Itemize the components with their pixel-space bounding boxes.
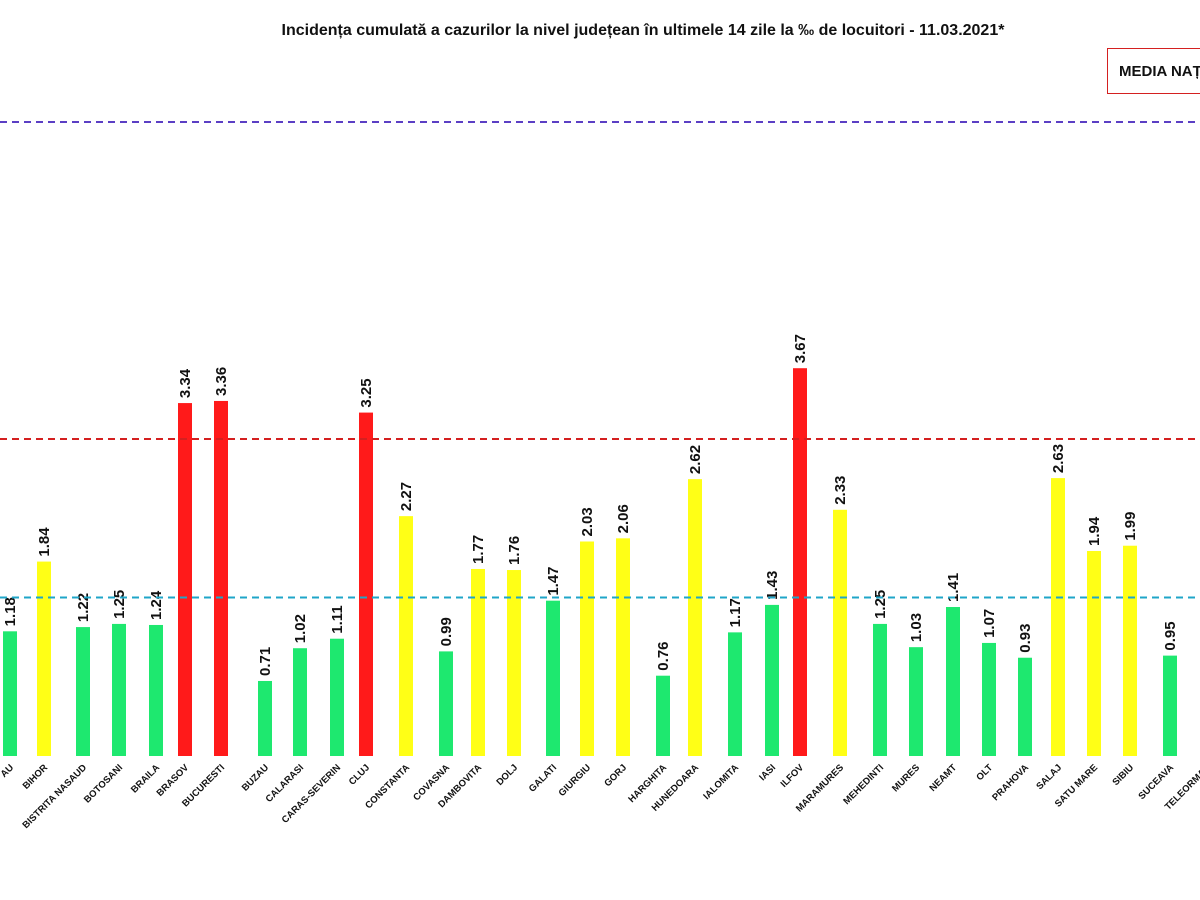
- value-label-8: 1.02: [292, 614, 309, 643]
- category-label-1: BIHOR: [21, 762, 51, 792]
- value-label-21: 1.43: [764, 571, 781, 600]
- bar-29: [1051, 478, 1065, 756]
- bar-30: [1087, 551, 1101, 756]
- value-label-20: 1.17: [727, 598, 744, 627]
- bar-6: [214, 400, 228, 756]
- bar-5: [178, 403, 192, 756]
- value-label-24: 1.25: [872, 590, 889, 619]
- value-label-6: 3.36: [213, 367, 230, 396]
- bar-16: [580, 541, 594, 756]
- category-label-24: MEHEDINTI: [841, 762, 886, 807]
- category-label-5: BRASOV: [155, 762, 192, 799]
- bar-8: [293, 648, 307, 756]
- category-label-21: IASI: [757, 762, 778, 783]
- value-label-31: 1.99: [1122, 512, 1139, 541]
- value-label-16: 2.03: [579, 507, 596, 536]
- value-label-2: 1.22: [75, 593, 92, 622]
- value-label-22: 3.67: [792, 334, 809, 363]
- bar-1: [37, 561, 51, 756]
- bar-3: [112, 623, 126, 756]
- value-label-26: 1.41: [945, 573, 962, 602]
- bar-23: [833, 509, 847, 756]
- value-label-3: 1.25: [111, 590, 128, 619]
- bar-15: [546, 600, 560, 756]
- bar-10: [359, 412, 373, 756]
- category-label-31: SIBIU: [1110, 762, 1136, 788]
- bar-25: [909, 647, 923, 756]
- value-label-14: 1.76: [506, 536, 523, 565]
- value-label-23: 2.33: [832, 476, 849, 505]
- value-label-28: 0.93: [1017, 624, 1034, 653]
- category-label-32: SUCEAVA: [1136, 762, 1176, 802]
- bar-26: [946, 607, 960, 756]
- bar-24: [873, 623, 887, 756]
- bar-11: [399, 516, 413, 756]
- value-label-9: 1.11: [329, 605, 346, 633]
- bar-22: [793, 368, 807, 756]
- bar-12: [439, 651, 453, 756]
- category-label-28: PRAHOVA: [990, 762, 1031, 803]
- value-label-30: 1.94: [1086, 516, 1103, 546]
- bar-27: [982, 642, 996, 756]
- value-label-19: 2.62: [687, 445, 704, 474]
- value-label-17: 2.06: [615, 504, 632, 533]
- bar-4: [149, 624, 163, 756]
- bar-9: [330, 638, 344, 756]
- category-label-10: CLUJ: [347, 762, 372, 787]
- category-label-26: NEAMT: [927, 762, 959, 794]
- category-label-3: BOTOSANI: [82, 762, 125, 805]
- bar-21: [765, 604, 779, 756]
- value-label-32: 0.95: [1162, 621, 1179, 650]
- category-label-29: SALAJ: [1034, 762, 1064, 792]
- value-label-12: 0.99: [438, 617, 455, 646]
- category-label-27: OLT: [974, 762, 995, 783]
- category-label-14: DOLJ: [494, 762, 520, 788]
- value-label-15: 1.47: [545, 566, 562, 595]
- bar-20: [728, 632, 742, 756]
- bar-14: [507, 570, 521, 756]
- category-label-15: GALATI: [527, 762, 559, 794]
- chart-title: Incidența cumulată a cazurilor la nivel …: [281, 22, 1005, 39]
- bar-17: [616, 538, 630, 756]
- category-label-0: AU: [0, 762, 16, 780]
- value-label-25: 1.03: [908, 613, 925, 642]
- legend-national-average: MEDIA NAȚIONALĂ: [1107, 48, 1200, 94]
- value-label-5: 3.34: [177, 368, 194, 398]
- category-label-16: GIURGIU: [557, 762, 594, 799]
- value-label-7: 0.71: [257, 647, 274, 676]
- value-label-0: 1.18: [2, 597, 19, 626]
- value-label-13: 1.77: [470, 535, 487, 564]
- category-label-25: MURES: [890, 762, 922, 794]
- value-label-4: 1.24: [148, 590, 165, 620]
- value-label-27: 1.07: [981, 609, 998, 638]
- value-label-18: 0.76: [655, 641, 672, 670]
- category-label-20: IALOMITA: [701, 762, 741, 802]
- bar-18: [656, 675, 670, 756]
- bar-31: [1123, 545, 1137, 756]
- category-label-7: BUZAU: [240, 762, 271, 793]
- category-label-22: ILFOV: [779, 762, 807, 790]
- value-label-11: 2.27: [398, 482, 415, 511]
- bar-32: [1163, 655, 1177, 756]
- category-label-17: GORJ: [602, 762, 629, 789]
- value-label-29: 2.63: [1050, 444, 1067, 473]
- bar-7: [258, 680, 272, 756]
- bar-19: [688, 479, 702, 756]
- bar-28: [1018, 657, 1032, 756]
- value-label-1: 1.84: [36, 527, 53, 557]
- bar-13: [471, 568, 485, 756]
- bar-0: [3, 631, 17, 756]
- bar-2: [76, 627, 90, 756]
- value-label-10: 3.25: [358, 378, 375, 407]
